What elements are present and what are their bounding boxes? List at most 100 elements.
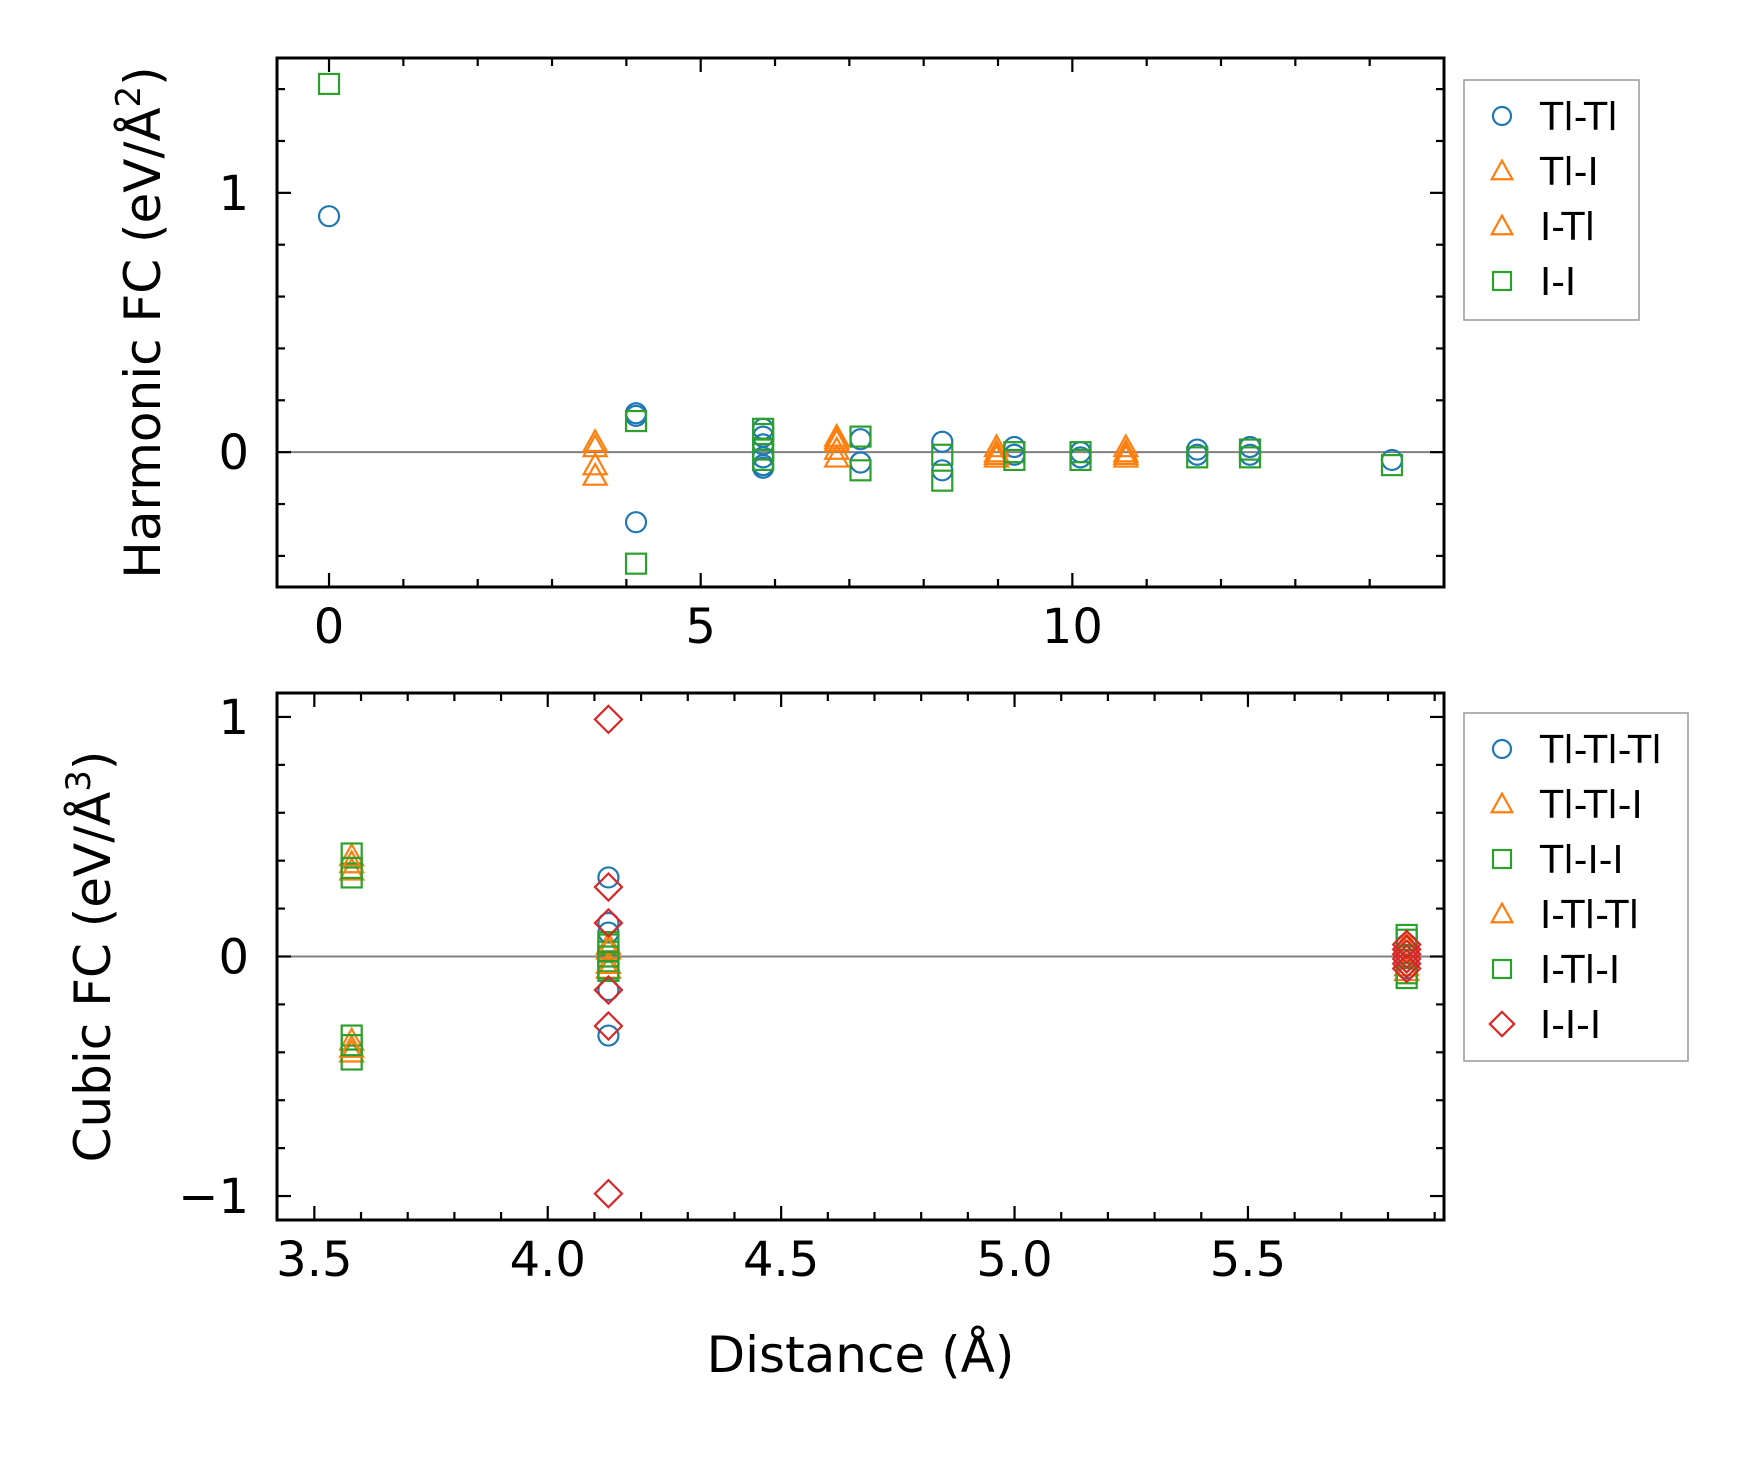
data-point-tl-i [983,433,1010,458]
legend-marker-tl-tl [1491,105,1513,127]
x-tick-label: 10 [1042,599,1103,655]
legend-marker-i-tl [1489,213,1515,236]
data-point-i-tl [823,425,851,450]
data-point-tl-i-i [340,1048,363,1071]
data-point-tl-tl [849,451,872,474]
data-point-tl-i [1112,433,1140,458]
data-markers [317,72,1404,575]
data-point-i-tl-i [597,931,620,954]
y-tick-label: 0 [218,930,249,986]
x-tick-label: 3.5 [276,1232,352,1288]
x-tick-label: 0 [314,599,345,655]
data-point-i-tl [581,433,609,458]
data-point-i-i-i [1391,934,1422,965]
legend-label: Tl-Tl-I [1539,783,1643,827]
panel-cubic: 3.5 4.0 4.5 5.0 5.5 −1 0 1 Cubic FC (eV/Å3) Dista… [59,690,1689,1384]
axes-frame [275,56,1446,589]
data-point-i-tl [1112,443,1140,468]
legend: Tl-Tl Tl-I I-Tl I-I [1463,79,1640,321]
y-axis-label: Cubic FC (eV/Å3) [59,751,122,1163]
ticks [277,58,1446,587]
x-axis-label: Distance (Å) [707,1326,1015,1384]
y-tick-label: −1 [178,1169,249,1225]
y-tick-label: 1 [218,166,249,222]
panel-harmonic: 0 5 10 0 1 Harmonic FC (eV/Å2) Tl-Tl Tl-I I-Tl I-… [109,56,1640,655]
data-point-i-tl-i [340,1034,363,1057]
x-tick-label: 5.0 [976,1232,1052,1288]
legend-marker-tl-tl-tl [1491,738,1513,760]
legend-label: I-Tl [1540,205,1595,249]
data-point-i-i [1069,448,1092,472]
legend-label: I-I-I [1540,1003,1601,1047]
data-point-i-i [849,459,872,482]
y-axis-label: Harmonic FC (eV/Å2) [109,66,172,578]
data-point-i-i-i [1391,929,1422,960]
x-tick-label: 4.0 [510,1232,586,1288]
data-point-i-i-i [1391,939,1422,970]
data-point-i-i [1238,446,1262,469]
data-point-i-i [849,425,872,448]
data-point-tl-tl-i [338,842,366,867]
data-point-i-i [1003,448,1026,472]
data-point-i-tl [983,443,1010,468]
data-point-i-i [317,72,341,96]
data-point-i-i-i [593,704,624,735]
legend-label: I-I [1540,260,1576,304]
x-tick-label: 5.5 [1210,1232,1286,1288]
legend-label: Tl-I [1539,150,1599,194]
legend-marker-i-i-i [1488,1010,1516,1038]
data-point-i-i-i [1391,948,1422,979]
legend-marker-tl-tl-i [1489,791,1515,814]
data-point-i-i [1186,446,1209,469]
data-point-tl-tl-i [338,1038,366,1063]
data-point-tl-i [581,451,609,476]
data-point-i-tl-tl [1393,952,1421,977]
y-tick-label: 0 [218,425,249,481]
data-point-tl-tl-i [338,856,366,881]
legend-marker-tl-i-i [1491,848,1513,870]
data-point-tl-tl [1186,438,1209,461]
data-point-i-tl-tl [338,1033,366,1058]
data-point-tl-tl-tl [597,1024,620,1047]
data-point-i-i [931,443,954,466]
data-markers [338,704,1422,1209]
data-point-tl-tl-tl [597,866,620,889]
data-point-i-i [624,409,648,433]
data-point-tl-i [823,428,851,453]
data-point-tl-i [823,443,851,468]
legend-marker-i-tl-tl [1489,901,1515,924]
data-point-i-i-i [593,907,624,939]
data-point-i-tl-tl [338,849,366,874]
data-point-i-i [752,422,775,446]
data-point-tl-i-i [340,842,363,865]
data-point-i-tl [581,461,609,486]
legend-frame [1463,712,1689,1062]
data-point-tl-tl [931,430,954,453]
y-tick-label: 1 [218,690,249,746]
data-point-tl-i [581,428,609,453]
data-point-i-tl-tl [595,935,622,960]
data-point-i-tl [1112,438,1140,463]
data-point-i-tl [983,438,1010,463]
data-point-i-i [1380,454,1404,477]
legend-label: I-Tl-Tl [1540,893,1639,937]
data-point-i-tl-i [597,959,620,982]
legend-marker-i-tl-i [1491,958,1513,980]
legend-marker-i-i [1491,270,1513,292]
data-point-tl-tl-i [1393,957,1421,982]
legend: Tl-Tl-Tl Tl-Tl-I Tl-I-I I-Tl-Tl I-Tl-I I-I-I [1463,712,1689,1062]
x-tick-label: 4.5 [743,1232,819,1288]
data-point-i-i [931,469,954,492]
legend-marker-tl-i [1489,158,1515,181]
data-point-i-i-i [593,974,624,1006]
data-point-tl-i [983,440,1010,466]
data-point-i-tl-i [597,945,620,968]
data-point-i-tl-tl [595,949,622,974]
legend-label: Tl-I-I [1539,838,1624,882]
data-point-i-i-i [1391,943,1422,974]
data-point-i-i-i [593,1010,624,1042]
data-point-i-i-i [593,1178,624,1209]
data-point-i-i-i [1391,953,1422,984]
data-point-tl-tl [624,511,648,534]
